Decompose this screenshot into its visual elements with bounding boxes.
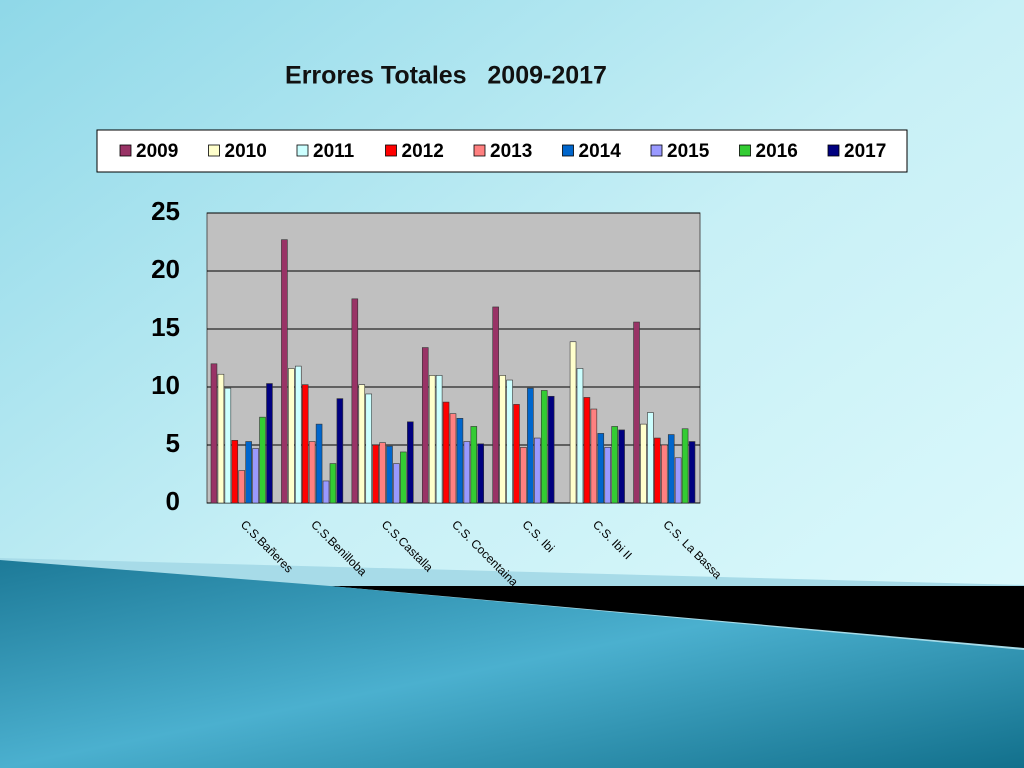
wave-dark [330,586,1024,648]
legend-swatch [385,144,397,157]
bar [513,404,520,504]
bar [393,463,400,504]
bar [611,426,618,504]
bar [365,393,372,504]
legend [96,129,908,173]
bar [301,384,309,504]
bar [238,470,245,504]
legend-label: 2011 [313,141,355,162]
legend-swatch [208,144,220,157]
legend-label: 2014 [579,141,622,162]
legend-swatch [296,144,309,157]
bar [266,383,273,504]
bar [245,441,252,504]
bar [520,447,527,504]
bar [358,384,366,504]
bar [281,239,288,504]
bar [506,379,513,504]
bar [322,480,330,504]
legend-label: 2013 [490,141,532,162]
bar [217,373,225,504]
bar [308,441,316,504]
bar [288,368,295,504]
bar [661,444,668,504]
bar [576,368,584,504]
y-tick-label: 15 [151,312,180,342]
legend-swatch [119,144,132,157]
legend-label: 2010 [225,141,267,162]
wave [0,560,1024,768]
bar [351,298,359,504]
bar [597,433,605,504]
bar [336,398,344,504]
bar [442,401,450,504]
bar [547,395,555,504]
legend-swatch [650,144,663,157]
legend-swatch [739,144,751,157]
bar [456,418,464,504]
bar [435,375,443,504]
bar [372,444,379,504]
bar [252,448,259,504]
bar [540,390,548,504]
bar [527,387,534,504]
bar [674,457,682,504]
bar [400,451,407,504]
bar [618,429,625,504]
legend-swatch [562,144,574,157]
bar [295,365,302,504]
legend-label: 2012 [402,141,444,162]
bar [449,413,457,504]
bar [688,441,696,504]
bar [231,440,239,504]
bar [315,423,323,504]
bar [633,321,640,504]
bar [590,408,598,504]
bar [463,441,471,504]
bar [667,434,675,504]
bar [329,463,337,504]
y-tick-label: 0 [166,486,180,516]
bar [604,447,611,504]
y-tick-label: 25 [151,196,180,226]
bar [569,341,577,504]
bar [492,306,499,504]
bar [428,375,436,504]
legend-swatch [473,144,486,157]
legend-label: 2009 [136,141,178,162]
bar [583,397,591,504]
bar [499,375,506,504]
y-tick-label: 5 [166,428,180,458]
legend-swatch [827,144,840,157]
bar [647,412,654,504]
y-tick-label: 10 [151,370,180,400]
y-tick-label: 20 [151,254,180,284]
chart-title: Errores Totales 2009-2017 [285,62,607,90]
bar [259,416,266,504]
bar [407,421,414,504]
bar [640,423,647,504]
bar [210,363,218,504]
bar [681,428,689,504]
bar [654,437,661,504]
bar [224,387,232,504]
legend-label: 2016 [756,141,798,162]
bar [379,442,386,504]
bar [386,445,393,504]
bar [470,426,478,504]
bar [477,443,485,504]
legend-label: 2015 [667,141,710,162]
bar [421,347,429,504]
bar [534,437,541,504]
legend-label: 2017 [844,141,886,162]
